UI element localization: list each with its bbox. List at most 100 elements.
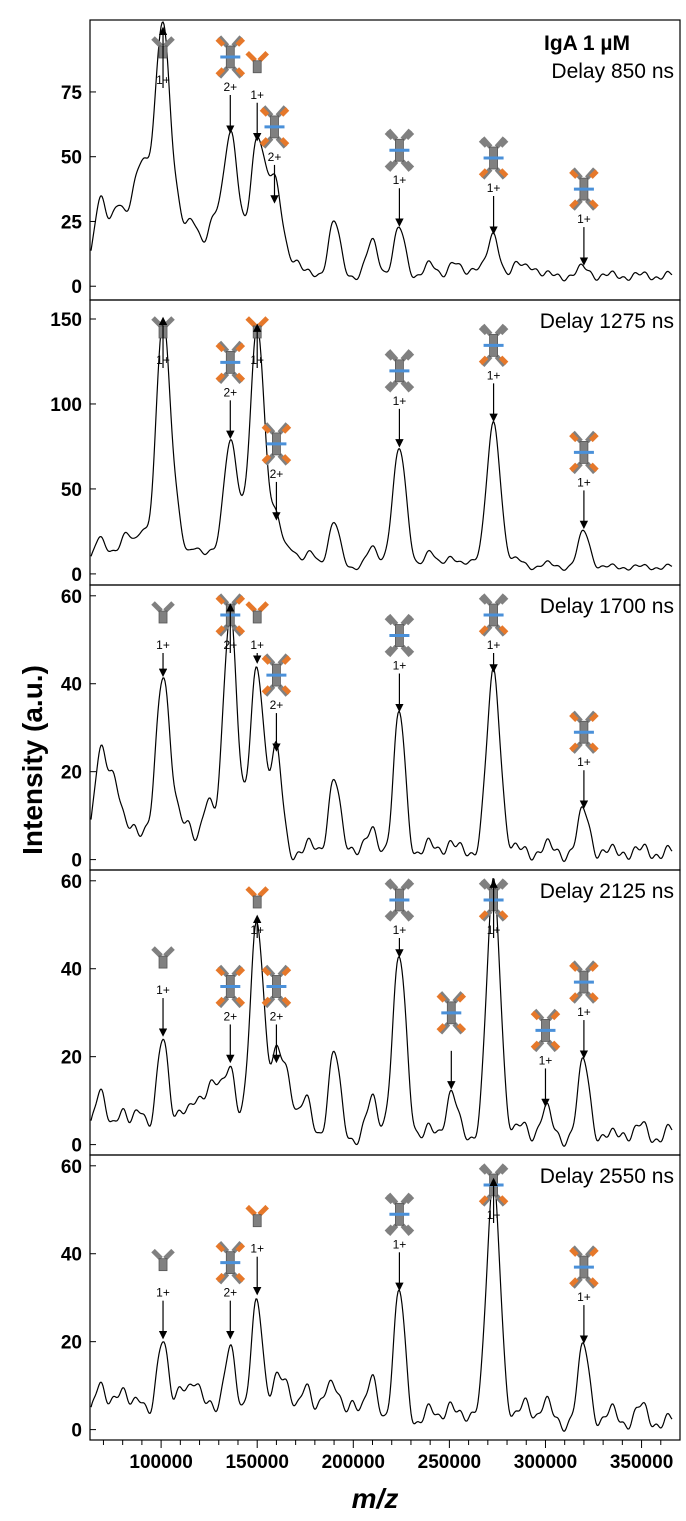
spectrum-panel: 0 50 100 150 Delay 1275 ns 1+ 2+ 1+ 2+ 1+ 1+ 1+ [50, 299, 681, 586]
charge-state-label: 1+ [250, 88, 264, 102]
spectrum-trace [90, 319, 673, 571]
y-tick-label: 0 [71, 1421, 82, 1442]
peak-annotation: 1+ [478, 593, 509, 673]
y-tick-label: 40 [61, 675, 82, 696]
y-tick-label: 20 [61, 763, 82, 784]
antibody-icon [569, 960, 599, 1004]
antibody-icon [245, 1204, 269, 1228]
peak-annotation: 1+ [384, 613, 415, 713]
charge-state-label: 2+ [268, 150, 282, 164]
peak-annotation: 1+ [151, 26, 175, 88]
spectrum-panel: 0 20 40 60 Delay 2125 ns 1+ 2+ 1+ 2+ 1+ 1+ 1+ 1+ [61, 869, 681, 1157]
panel-title: Delay 2550 ns [540, 1165, 674, 1188]
peak-annotation: 1+ [478, 136, 509, 235]
peak-annotation [436, 991, 467, 1090]
peak-annotation: 1+ [569, 1245, 599, 1344]
antibody-icon [384, 128, 415, 172]
charge-state-label: 2+ [223, 385, 237, 399]
y-tick-label: 100 [50, 395, 82, 416]
charge-state-label: 1+ [156, 638, 170, 652]
panel-title: Delay 1700 ns [540, 595, 674, 618]
spectrum-trace [90, 612, 673, 863]
peak-annotation: 1+ [151, 1248, 175, 1340]
peak-annotation: 1+ [569, 167, 599, 266]
peak-annotation: 2+ [261, 422, 292, 521]
peak-annotation: 1+ [384, 1192, 415, 1291]
x-tick-label: 200000 [322, 1452, 385, 1473]
peak-annotation: 2+ [259, 105, 290, 204]
y-tick-label: 0 [71, 851, 82, 872]
panel-title: Delay 1275 ns [540, 310, 674, 333]
y-tick-label: 0 [71, 1136, 82, 1157]
spectrum-trace [90, 21, 673, 282]
charge-state-label: 1+ [487, 368, 501, 382]
charge-state-label: 1+ [577, 1005, 591, 1019]
charge-state-label: 1+ [393, 659, 407, 673]
y-tick-label: 60 [61, 1157, 82, 1178]
y-tick-label: 0 [71, 565, 82, 586]
x-tick-label: 100000 [129, 1452, 192, 1473]
charge-state-label: 1+ [393, 1237, 407, 1251]
peak-annotation: 1+ [245, 886, 269, 938]
peak-annotation: 2+ [215, 1241, 246, 1340]
peak-annotation: 1+ [569, 710, 599, 809]
y-tick-label: 25 [61, 212, 83, 233]
antibody-icon [151, 946, 175, 969]
antibody-icon [151, 601, 175, 624]
panels-group: 0 25 50 75 Delay 850 ns IgA 1 µM 1+ 2+ 1+ 2+ 1+ 1+ 1… [50, 19, 681, 1442]
antibody-icon [569, 430, 599, 475]
charge-state-label: 1+ [577, 475, 591, 489]
charge-state-label: 1+ [577, 212, 591, 226]
spectrum-trace [90, 878, 673, 1147]
antibody-icon [261, 422, 292, 466]
spectrum-panel: 0 20 40 60 Delay 1700 ns 1+ 2+ 1+ 2+ 1+ 1+ 1+ [61, 584, 681, 872]
charge-state-label: 1+ [487, 181, 501, 195]
x-tick-label: 300000 [514, 1452, 577, 1473]
x-axis-title: m/z [352, 1483, 399, 1514]
antibody-icon [261, 964, 292, 1009]
antibody-icon [569, 710, 599, 754]
peak-annotation: 1+ [245, 1204, 269, 1296]
charge-state-label: 2+ [270, 1009, 284, 1023]
charge-state-label: 1+ [487, 638, 501, 652]
peak-annotation: 1+ [151, 946, 175, 1037]
spectrum-panel: 0 20 40 60 Delay 2550 ns 1+ 2+ 1+ 1+ 1+ 1+ [61, 1154, 681, 1442]
spectrum-panel: 0 25 50 75 Delay 850 ns IgA 1 µM 1+ 2+ 1+ 2+ 1+ 1+ 1… [61, 19, 681, 301]
charge-state-label: 1+ [393, 394, 407, 408]
antibody-icon [569, 1245, 599, 1289]
peak-annotation: 2+ [261, 964, 292, 1064]
peak-annotation: 1+ [569, 430, 599, 530]
charge-state-label: 1+ [250, 1242, 264, 1256]
peak-annotation: 1+ [530, 1008, 561, 1108]
panel-title: Delay 850 ns [551, 60, 674, 83]
antibody-icon [261, 653, 292, 697]
y-tick-label: 20 [61, 1048, 82, 1069]
y-tick-label: 150 [50, 310, 82, 331]
antibody-icon [384, 613, 415, 658]
peak-annotation: 1+ [384, 349, 415, 448]
peak-annotation: 2+ [215, 593, 246, 653]
antibody-icon [384, 349, 415, 393]
charge-state-label: 1+ [539, 1053, 553, 1067]
panel-title: Delay 2125 ns [540, 880, 674, 903]
peak-annotation: 2+ [261, 653, 292, 752]
antibody-icon [215, 1241, 246, 1285]
y-tick-label: 50 [61, 480, 82, 501]
y-tick-label: 60 [61, 872, 82, 893]
antibody-icon [245, 50, 269, 74]
peak-annotation: 1+ [384, 128, 415, 227]
antibody-icon [215, 340, 246, 385]
peak-annotation: 1+ [245, 316, 269, 368]
charge-state-label: 2+ [270, 698, 284, 712]
peak-annotation: 2+ [215, 340, 246, 440]
peak-annotation: 1+ [569, 960, 599, 1059]
peak-annotation: 1+ [478, 1163, 509, 1223]
charge-state-label: 1+ [250, 638, 264, 652]
y-tick-label: 40 [61, 960, 82, 981]
peak-annotation: 1+ [245, 50, 269, 142]
y-tick-label: 40 [61, 1245, 82, 1266]
antibody-icon [384, 878, 415, 922]
y-tick-label: 60 [61, 587, 82, 608]
charge-state-label: 1+ [156, 983, 170, 997]
charge-state-label: 1+ [393, 173, 407, 187]
